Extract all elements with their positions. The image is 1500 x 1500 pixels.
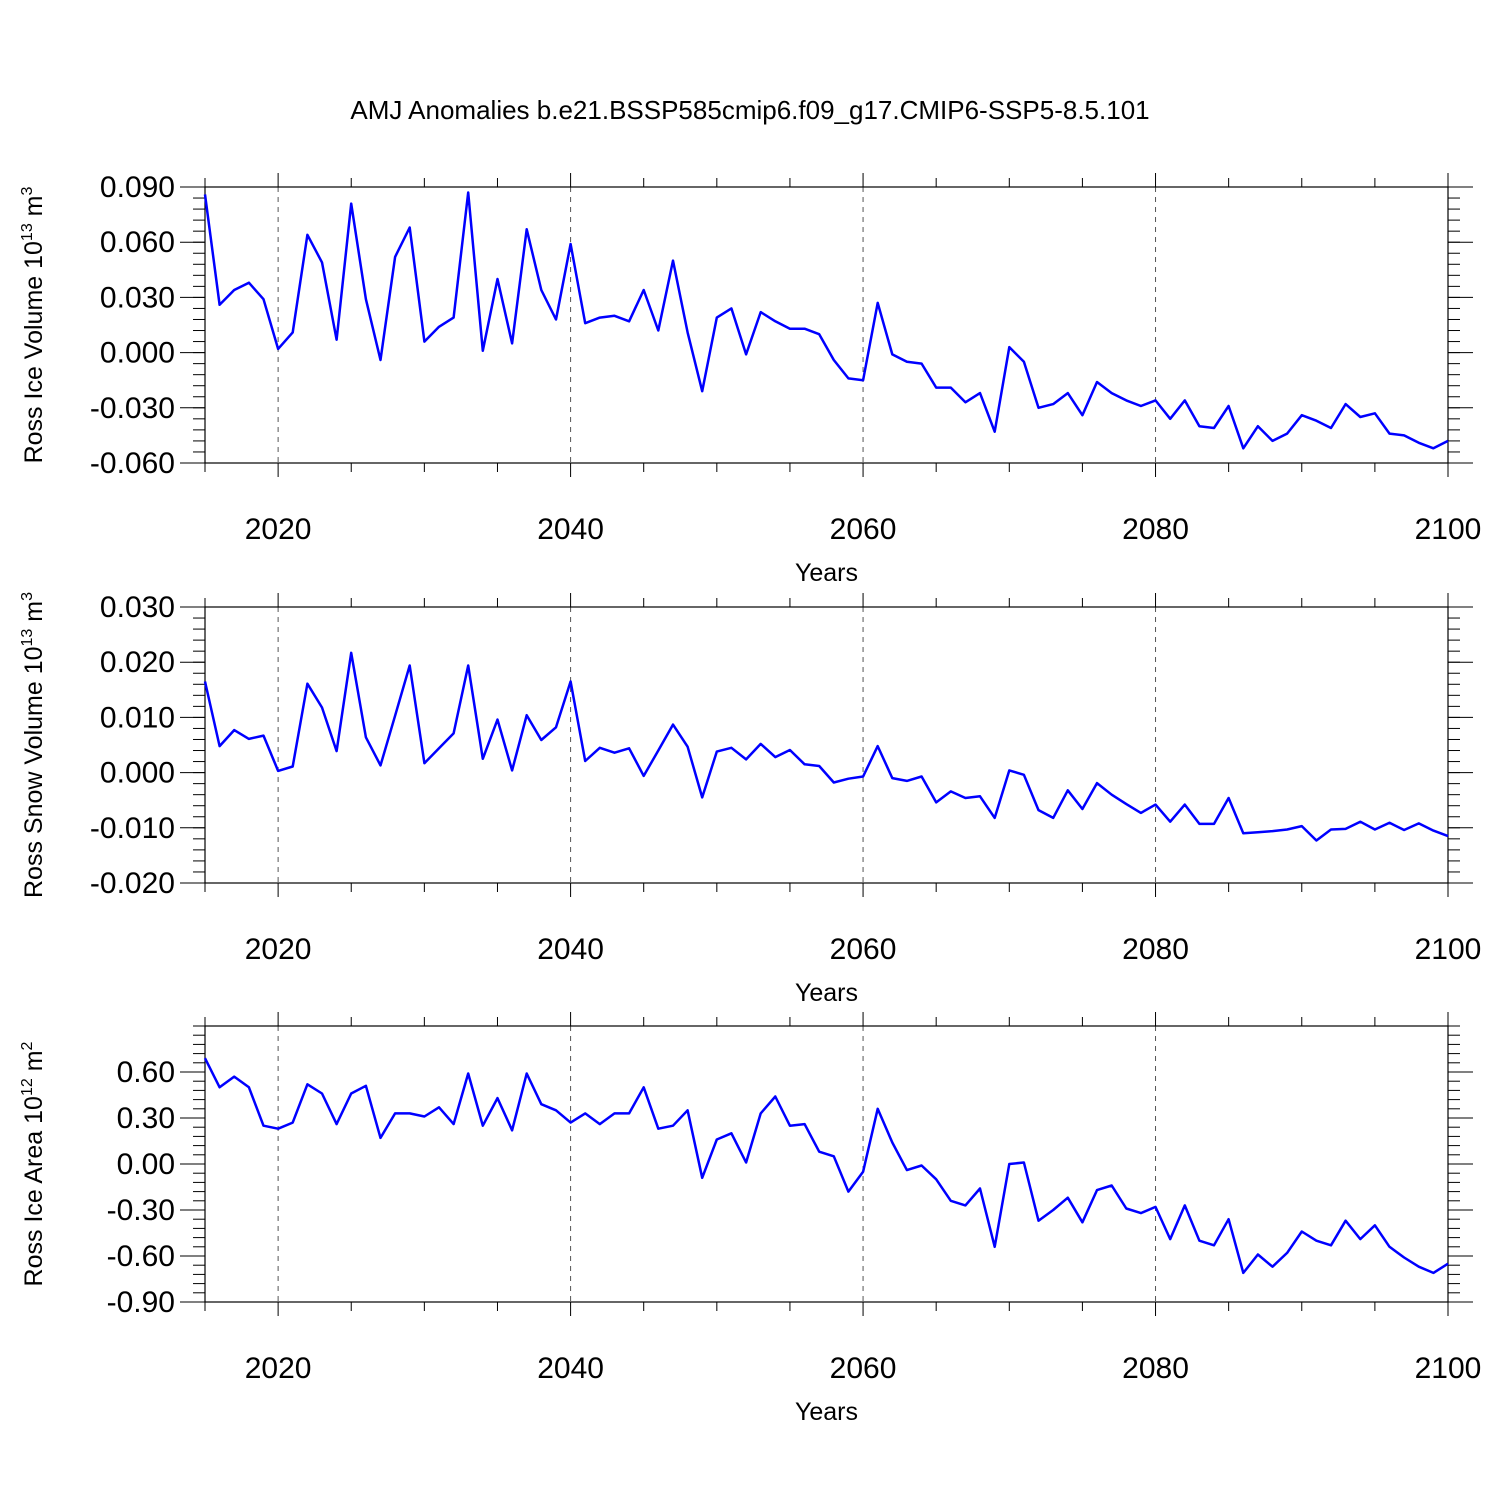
y-tick-label: 0.030: [100, 281, 175, 314]
y-axis-title: Ross Snow Volume 1013 m3: [19, 592, 48, 898]
x-tick-label: 2040: [537, 1352, 604, 1385]
y-tick-label: -0.90: [107, 1286, 175, 1319]
plot-frame: [204, 1025, 1449, 1303]
y-axis-title: Ross Ice Volume 1013 m3: [19, 186, 48, 463]
plot-frame: [204, 606, 1449, 884]
x-axis-title: Years: [795, 1398, 858, 1426]
y-tick-label: 0.030: [100, 591, 175, 624]
x-tick-label: 2020: [245, 933, 312, 966]
y-tick-label: -0.30: [107, 1194, 175, 1227]
y-tick-label: 0.090: [100, 171, 175, 204]
y-tick-label: 0.30: [117, 1102, 175, 1135]
y-tick-label: 0.000: [100, 757, 175, 790]
chart-panel-1: -0.060 -0.030 0.000 0.030 0.060 0.090 2020 2040…: [19, 171, 1481, 587]
x-tick-label: 2100: [1415, 1352, 1482, 1385]
x-tick-label: 2040: [537, 933, 604, 966]
x-tick-label: 2080: [1122, 1352, 1189, 1385]
plot-frame: [204, 186, 1449, 464]
y-tick-label: 0.00: [117, 1148, 175, 1181]
x-tick-label: 2060: [830, 513, 897, 546]
series-line: [203, 651, 1449, 842]
y-tick-label: 0.060: [100, 226, 175, 259]
x-tick-label: 2080: [1122, 513, 1189, 546]
y-tick-label: 0.020: [100, 646, 175, 679]
y-tick-label: -0.060: [90, 447, 175, 480]
y-tick-label: -0.020: [90, 867, 175, 900]
x-tick-label: 2080: [1122, 933, 1189, 966]
x-tick-label: 2060: [830, 1352, 897, 1385]
y-tick-label: -0.030: [90, 392, 175, 425]
y-tick-label: 0.60: [117, 1056, 175, 1089]
x-tick-label: 2040: [537, 513, 604, 546]
chart-title: AMJ Anomalies b.e21.BSSP585cmip6.f09_g17…: [350, 95, 1150, 125]
chart-panel-2: -0.020 -0.010 0.000 0.010 0.020 0.030 2020 2040…: [19, 591, 1481, 1007]
y-tick-label: 0.010: [100, 701, 175, 734]
chart-panel-3: -0.90 -0.60 -0.30 0.00 0.30 0.60 2020 2040 2060 2…: [19, 1012, 1481, 1426]
x-axis-title: Years: [795, 559, 858, 587]
series-line: [203, 191, 1449, 450]
series-line: [203, 1057, 1449, 1275]
x-tick-label: 2020: [245, 513, 312, 546]
y-axis-title: Ross Ice Area 1012 m2: [19, 1041, 48, 1286]
x-tick-label: 2100: [1415, 933, 1482, 966]
x-tick-label: 2060: [830, 933, 897, 966]
x-tick-label: 2020: [245, 1352, 312, 1385]
y-tick-label: 0.000: [100, 337, 175, 370]
x-axis-title: Years: [795, 979, 858, 1007]
y-tick-label: -0.010: [90, 812, 175, 845]
y-tick-label: -0.60: [107, 1240, 175, 1273]
x-tick-label: 2100: [1415, 513, 1482, 546]
